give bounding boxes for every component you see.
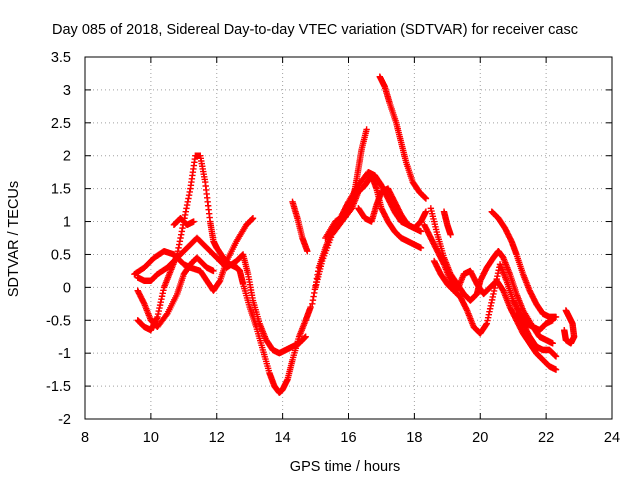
series-track-i	[322, 126, 370, 242]
y-tick-label: -1	[58, 346, 71, 362]
data-point	[163, 311, 170, 319]
axis-ticks	[84, 56, 613, 420]
data-point	[307, 303, 314, 311]
data-point	[561, 326, 568, 334]
y-tick-label: -2	[58, 412, 71, 428]
data-point	[552, 366, 560, 373]
series-track-e	[170, 215, 197, 229]
data-point	[304, 247, 311, 255]
x-tick-label: 12	[209, 430, 225, 446]
x-tick-label: 20	[472, 430, 488, 446]
series-track-q	[513, 310, 560, 360]
data-point	[422, 195, 430, 202]
y-tick-label: 1	[63, 215, 71, 231]
data-point	[190, 218, 197, 225]
x-tick-label: 16	[340, 430, 356, 446]
data-point	[417, 244, 425, 252]
data-point	[363, 126, 370, 133]
data-point	[549, 340, 556, 347]
grid-lines	[85, 57, 612, 419]
series-track-j	[355, 185, 430, 232]
chart-title: Day 085 of 2018, Sidereal Day-to-day VTE…	[52, 22, 578, 38]
y-tick-label: 2.5	[51, 116, 71, 132]
x-tick-labels: 8 10 12 14 16 18 20 22 24	[81, 430, 620, 446]
series-track-d	[134, 254, 217, 331]
data-marks	[131, 73, 578, 396]
data-point	[447, 231, 454, 238]
data-point	[552, 313, 560, 321]
data-point	[422, 208, 430, 215]
x-tick-label: 18	[406, 430, 422, 446]
data-point	[249, 215, 257, 222]
y-tick-label: -0.5	[46, 313, 71, 329]
y-tick-label: 2	[63, 149, 71, 165]
x-tick-label: 22	[538, 430, 554, 446]
y-tick-labels: -2 -1.5 -1 -0.5 0 0.5 1 1.5 2 2.5 3 3.5	[46, 50, 71, 428]
data-point	[417, 228, 425, 235]
y-tick-label: 1.5	[51, 182, 71, 198]
x-tick-label: 14	[275, 430, 291, 446]
y-tick-label: -1.5	[46, 379, 71, 395]
x-tick-label: 24	[604, 430, 620, 446]
y-tick-label: 3	[63, 83, 71, 99]
series-track-k	[376, 73, 430, 202]
y-tick-label: 3.5	[51, 50, 71, 66]
data-point	[302, 333, 309, 340]
data-point	[210, 267, 217, 275]
y-tick-label: 0.5	[51, 247, 71, 263]
series-track-f	[289, 198, 311, 255]
series-track-r	[561, 307, 578, 347]
x-axis-label: GPS time / hours	[290, 459, 400, 475]
series-track-m	[430, 257, 556, 337]
y-axis-label: SDTVAR / TECUs	[6, 181, 22, 297]
series-track-p	[440, 208, 454, 238]
series-track-b	[134, 234, 309, 357]
data-point	[552, 353, 560, 360]
x-tick-label: 8	[81, 430, 89, 446]
series-track-o	[488, 208, 560, 321]
x-tick-label: 10	[143, 430, 159, 446]
y-tick-label: 0	[63, 280, 71, 296]
